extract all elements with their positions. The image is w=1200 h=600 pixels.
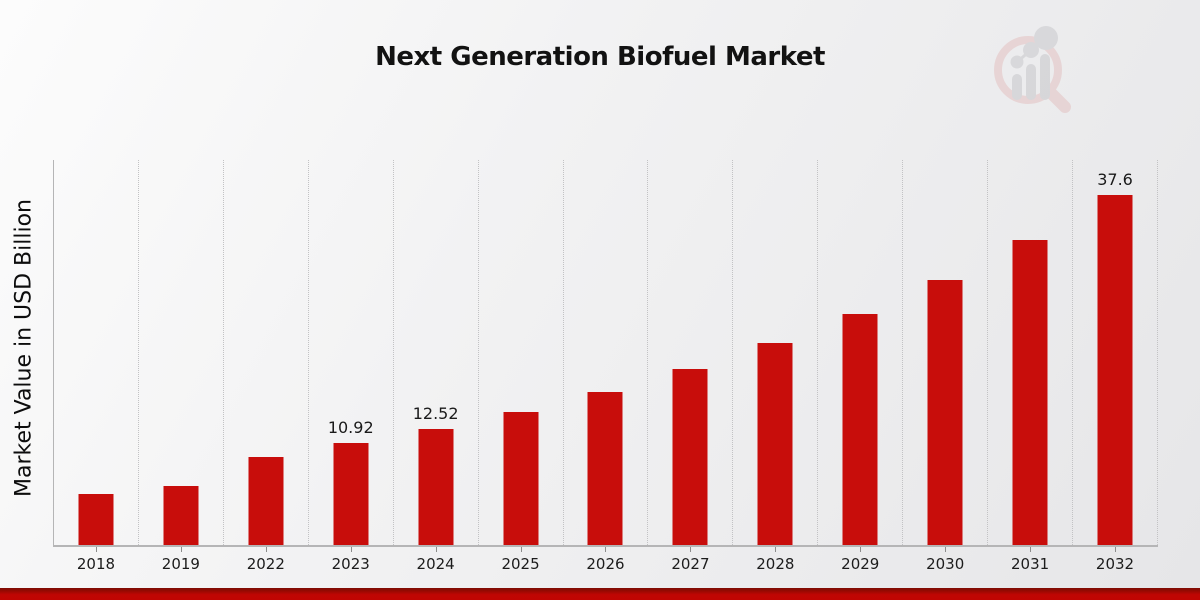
- magnifier-bar-chart-logo-icon: [994, 26, 1071, 113]
- x-axis-tick: [1115, 547, 1117, 552]
- x-tick-label-2026: 2026: [586, 555, 625, 573]
- bar-2025: [503, 411, 539, 545]
- x-tick-label-2027: 2027: [671, 555, 710, 573]
- x-axis-tick: [435, 547, 437, 552]
- x-tick-label-2030: 2030: [926, 555, 965, 573]
- bar-2026: [587, 391, 623, 545]
- bar-2018: [78, 493, 114, 545]
- x-axis-tick: [265, 547, 267, 552]
- x-axis-tick: [945, 547, 947, 552]
- x-axis-tick: [860, 547, 862, 552]
- bar-2019: [163, 486, 199, 545]
- x-axis-tick: [95, 547, 97, 552]
- x-axis-tick: [605, 547, 607, 552]
- chart-column-2030: 2030: [903, 160, 989, 573]
- y-axis-label: Market Value in USD Billion: [11, 198, 37, 498]
- bar-2024: [418, 428, 454, 545]
- bar-2031: [1012, 240, 1048, 545]
- x-tick-label-2018: 2018: [76, 555, 116, 573]
- x-tick-label-2024: 2024: [416, 555, 455, 573]
- x-tick-label-2028: 2028: [756, 555, 795, 573]
- data-label-2024: 12.52: [412, 403, 459, 423]
- x-tick-label-2025: 2025: [501, 555, 540, 573]
- x-axis-tick: [520, 547, 522, 552]
- chart-column-2025: 2025: [479, 160, 564, 573]
- bar-2022: [248, 456, 284, 545]
- bar-2029: [842, 313, 878, 545]
- bar-2028: [757, 343, 793, 545]
- x-tick-label-2032: 2032: [1095, 555, 1135, 573]
- chart-column-2023: 10.92 2023: [309, 160, 394, 573]
- x-tick-label-2031: 2031: [1011, 555, 1050, 573]
- x-tick-label-2029: 2029: [841, 555, 880, 573]
- x-tick-label-2019: 2019: [161, 555, 200, 573]
- chart-column-2032: 37.6 2032: [1073, 160, 1158, 573]
- footer-accent-stripe: [0, 588, 1200, 600]
- bar-2032: [1097, 195, 1133, 545]
- bar-2030: [927, 279, 963, 545]
- chart-column-2018: 2018: [54, 160, 139, 573]
- x-axis-tick: [775, 547, 777, 552]
- data-label-2023: 10.92: [327, 418, 374, 438]
- x-axis-tick: [1030, 547, 1032, 552]
- x-axis-tick: [690, 547, 692, 552]
- bar-2027: [672, 369, 708, 545]
- x-tick-label-2023: 2023: [331, 555, 370, 573]
- chart-title: Next Generation Biofuel Market: [375, 42, 825, 72]
- chart-column-2019: 2019: [139, 160, 224, 573]
- chart-column-2027: 2027: [648, 160, 734, 573]
- chart-column-2022: 2022: [224, 160, 309, 573]
- x-axis-tick: [180, 547, 182, 552]
- data-label-2032: 37.6: [1097, 170, 1133, 190]
- chart-column-2028: 2028: [733, 160, 819, 573]
- x-axis-tick: [350, 547, 352, 552]
- chart-column-2029: 2029: [818, 160, 904, 573]
- x-tick-label-2022: 2022: [246, 555, 285, 573]
- chart-column-2024: 12.52 2024: [394, 160, 479, 573]
- plot-area: 2018 2019 2022 10.92 2023 12.52 2024 2025 2026 20…: [53, 160, 1158, 573]
- chart-column-2026: 2026: [564, 160, 649, 573]
- chart-column-2031: 2031: [988, 160, 1074, 573]
- bar-2023: [333, 443, 369, 545]
